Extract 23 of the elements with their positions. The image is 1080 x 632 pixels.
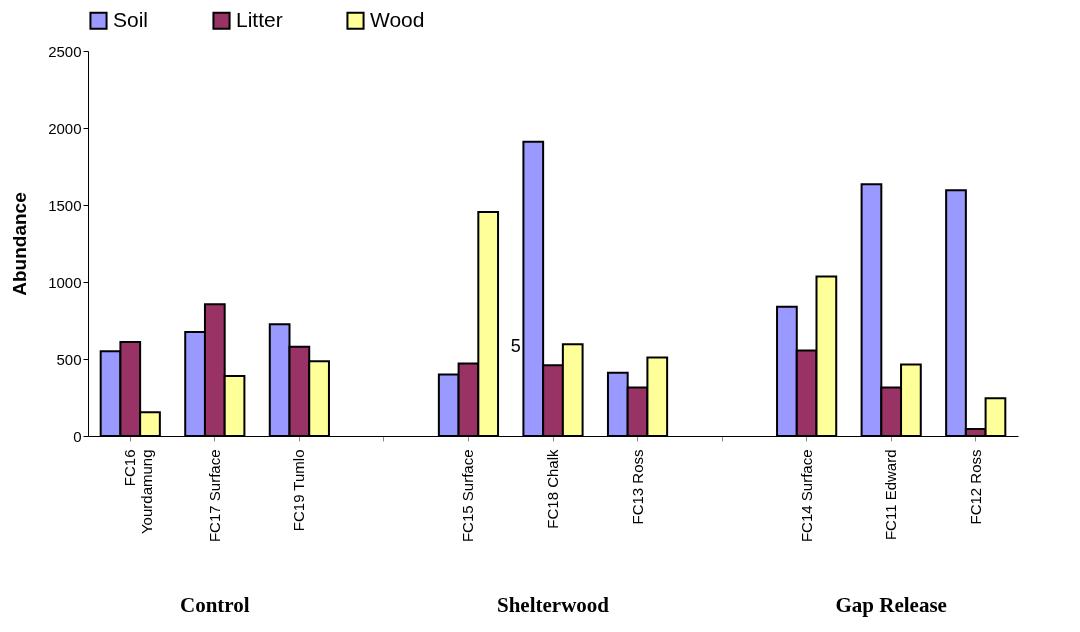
- legend-label: Soil: [113, 7, 149, 31]
- text: Gap Release: [835, 593, 947, 617]
- x-tick-label: FC14 Surface: [797, 449, 815, 543]
- x-tick-label: FC17 Surface: [205, 449, 223, 543]
- annotation: 5: [510, 336, 521, 357]
- x-tick-label: FC13 Ross: [628, 449, 646, 525]
- y-tick-label: 1500: [48, 196, 82, 214]
- x-tick-label: FC16 Yourdamung: [121, 449, 156, 535]
- x-tick-label: FC15 Surface: [459, 449, 477, 543]
- y-tick-label: 500: [56, 350, 82, 368]
- x-tick-label: FC19 Tumlo: [290, 449, 308, 532]
- x-tick-label: FC12 Ross: [966, 449, 984, 525]
- text: Shelterwood: [497, 593, 610, 617]
- x-tick-label: FC18 Chalk: [544, 449, 561, 529]
- text: Control: [180, 593, 250, 617]
- legend-label: Wood: [370, 7, 425, 31]
- y-tick-label: 1000: [48, 273, 82, 291]
- y-tick-label: 2000: [48, 119, 82, 137]
- y-tick-label: 0: [73, 427, 82, 445]
- y-axis-title: Abundance: [9, 192, 31, 296]
- x-tick-label: FC11 Edward: [882, 449, 900, 541]
- y-tick-label: 2500: [48, 42, 82, 60]
- legend-label: Litter: [236, 7, 283, 31]
